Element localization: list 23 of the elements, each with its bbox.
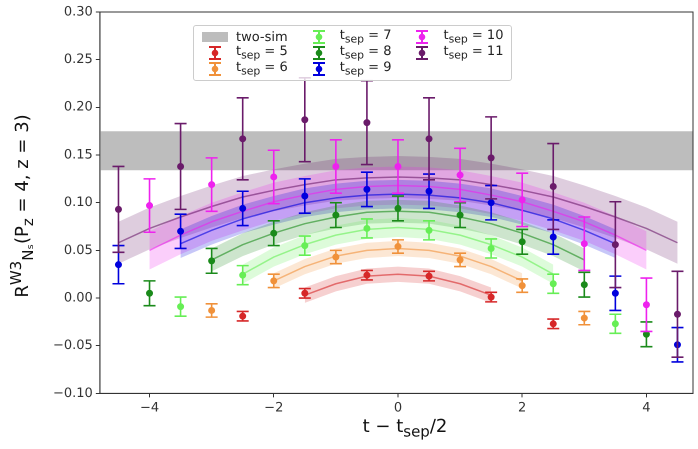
- x-tick-label: 4: [642, 400, 651, 416]
- legend-label: two-sim: [236, 30, 288, 44]
- x-tick-label: −2: [264, 400, 284, 416]
- x-tick-label: −4: [140, 400, 160, 416]
- legend-label: t$_{sep}$ = 7: [340, 28, 392, 46]
- y-tick-label: −0.05: [52, 338, 93, 354]
- x-tick-label: 0: [394, 400, 402, 416]
- y-tick-label: 0.15: [64, 147, 93, 162]
- x-axis-title: t − t$_{sep}$/2: [362, 416, 448, 441]
- y-tick-label: 0.20: [64, 100, 93, 115]
- y-tick-label: 0.10: [64, 195, 93, 210]
- legend-label: t$_{sep}$ = 5: [236, 44, 288, 62]
- legend-label: t$_{sep}$ = 10: [443, 28, 504, 46]
- legend-label: t$_{sep}$ = 6: [236, 60, 288, 78]
- y-tick-label: 0.00: [64, 290, 93, 306]
- legend-label: t$_{sep}$ = 8: [340, 44, 392, 62]
- y-tick-label: 0.25: [64, 52, 93, 68]
- legend-label: t$_{sep}$ = 11: [443, 44, 504, 62]
- y-tick-label: 0.30: [64, 4, 93, 20]
- legend-label: t$_{sep}$ = 9: [340, 60, 392, 78]
- y-tick-label: 0.05: [64, 242, 93, 258]
- y-tick-label: −0.10: [52, 386, 93, 401]
- x-tick-label: 2: [518, 400, 526, 416]
